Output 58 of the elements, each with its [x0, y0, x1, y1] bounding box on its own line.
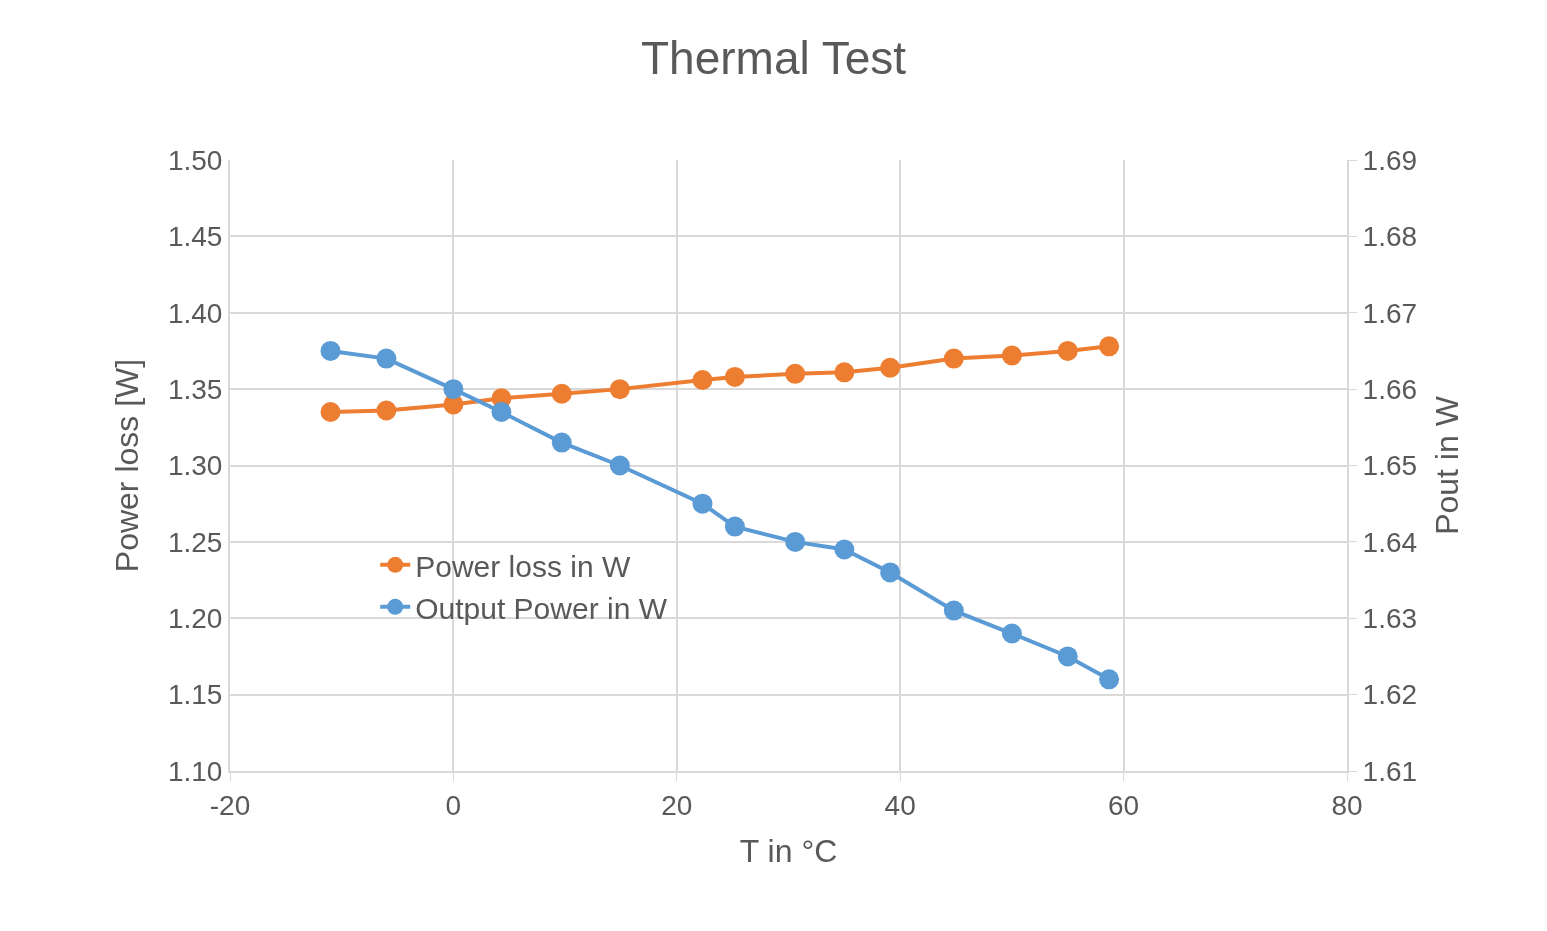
point [785, 531, 806, 552]
y-tick-label: 1.35 [167, 373, 223, 405]
point [1057, 340, 1078, 361]
point [491, 402, 512, 423]
x-tick-label: 60 [1108, 789, 1140, 821]
point [692, 369, 713, 390]
point [724, 516, 745, 537]
point [724, 366, 745, 387]
chart-title: Thermal Test [640, 32, 907, 85]
y-tick-label: 1.15 [167, 679, 223, 711]
y-axis-title: Power loss [W] [108, 358, 145, 573]
y-tick-label: 1.20 [167, 603, 223, 635]
y2-tick-label: 1.63 [1362, 603, 1418, 635]
point [692, 493, 713, 514]
point [834, 362, 855, 383]
y2-tick-label: 1.62 [1362, 679, 1418, 711]
legend-label: Power loss in W [415, 549, 631, 583]
point [1057, 646, 1078, 667]
y-tick-label: 1.40 [167, 297, 223, 329]
point [609, 379, 630, 400]
point [1099, 669, 1120, 690]
x-tick-label: 40 [884, 789, 916, 821]
point [943, 348, 964, 369]
point [443, 379, 464, 400]
point [880, 357, 901, 378]
legend-label: Output Power in W [415, 591, 668, 625]
point [1001, 623, 1022, 644]
point [320, 402, 341, 423]
point [1001, 345, 1022, 366]
x-tick-label: 20 [661, 789, 693, 821]
point [609, 455, 630, 476]
y-tick-label: 1.30 [167, 450, 223, 482]
point [551, 383, 572, 404]
point [376, 348, 397, 369]
point [834, 539, 855, 560]
y-tick-label: 1.50 [167, 144, 223, 176]
y2-tick-label: 1.64 [1362, 526, 1418, 558]
y2-tick-label: 1.67 [1362, 297, 1418, 329]
x-axis-title: T in °C [739, 833, 838, 869]
y2-tick-label: 1.68 [1362, 221, 1418, 253]
x-tick-label: 0 [445, 789, 462, 821]
point [320, 340, 341, 361]
y2-tick-label: 1.65 [1362, 450, 1418, 482]
y-tick-label: 1.10 [167, 755, 223, 787]
point [1099, 336, 1120, 357]
x-tick-label: 80 [1331, 789, 1363, 821]
x-tick-label: -20 [209, 789, 251, 821]
y2-tick-label: 1.69 [1362, 144, 1418, 176]
y2-tick-label: 1.66 [1362, 373, 1418, 405]
y-tick-label: 1.25 [167, 526, 223, 558]
point [943, 600, 964, 621]
point [880, 562, 901, 583]
point [785, 363, 806, 384]
y-tick-label: 1.45 [167, 221, 223, 253]
point [376, 400, 397, 421]
y2-tick-label: 1.61 [1362, 755, 1418, 787]
point [551, 432, 572, 453]
y2-axis-title: Pout in W [1429, 395, 1466, 535]
